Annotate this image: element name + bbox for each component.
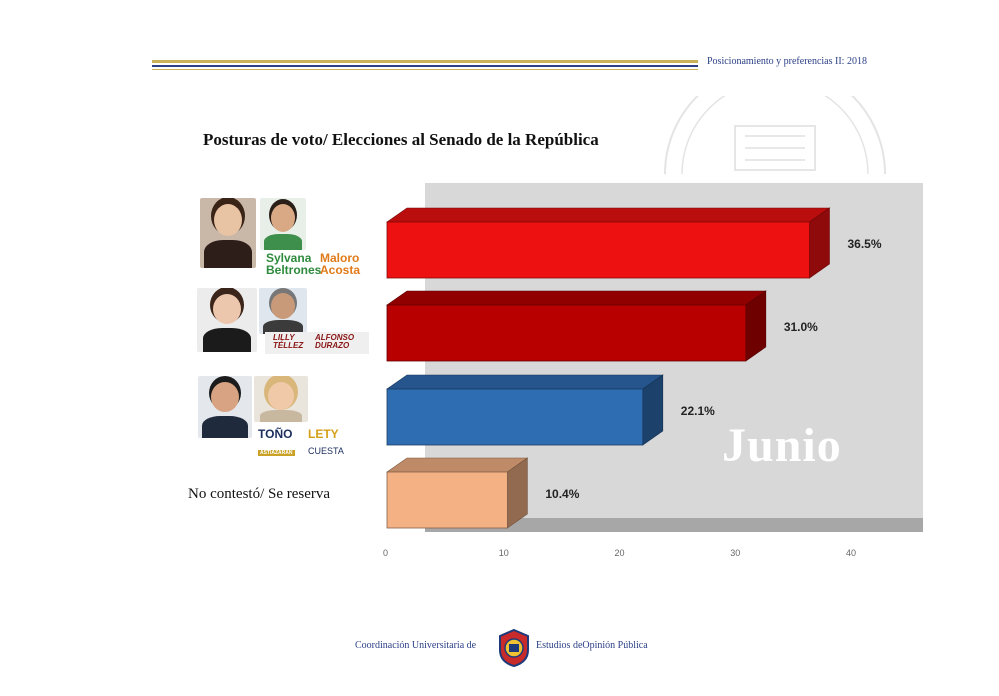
no-answer-label: No contestó/ Se reserva: [188, 486, 331, 502]
value-label-3: 10.4%: [545, 487, 579, 501]
candidate-name-2c: ALFONSO: [315, 333, 355, 342]
candidate-name-2a: LILLY: [273, 333, 295, 342]
candidate-name-1a: Sylvana: [266, 251, 312, 265]
candidates-pair-3: TOÑO ASTIAZARÁN LETY CUESTA: [198, 376, 358, 456]
candidate-name-1b: Beltrones: [266, 263, 322, 277]
candidate-photo-tono: [198, 376, 252, 438]
candidate-name-1c: Maloro: [320, 251, 360, 265]
candidate-name-3b: ASTIAZARÁN: [258, 450, 295, 456]
value-label-0: 36.5%: [847, 237, 881, 251]
chart-title: Posturas de voto/ Elecciones al Senado d…: [203, 130, 599, 149]
candidate-name-3d: CUESTA: [308, 446, 344, 456]
plot-floor: [425, 518, 923, 532]
month-watermark: Junio: [722, 419, 842, 472]
candidate-photo-alfonso: [259, 288, 307, 334]
bar-top-2: [386, 374, 664, 390]
header-rule-gold-thin: [152, 69, 698, 70]
value-label-1: 31.0%: [784, 320, 818, 334]
footer-left-text: Coordinación Universitaria de: [355, 640, 477, 651]
report-label: Posicionamiento y preferencias II: 2018: [707, 56, 867, 67]
bar-top-0: [386, 207, 831, 223]
candidate-photo-sylvana: [200, 198, 256, 268]
candidates-pair-1: Sylvana Beltrones Maloro Acosta: [200, 198, 372, 280]
candidates-pair-2: LILLY TÉLLEZ ALFONSO DURAZO: [197, 288, 369, 356]
header-rule-blue: [152, 65, 698, 67]
bar-top-1: [386, 290, 767, 306]
candidate-name-3c: LETY: [308, 427, 339, 441]
header-rule-gold: [152, 60, 698, 63]
candidate-name-1d: Acosta: [320, 263, 361, 277]
x-tick-4: 40: [846, 548, 856, 558]
bar-top-3: [386, 457, 529, 473]
candidate-photo-maloro: [260, 198, 306, 250]
x-tick-2: 20: [615, 548, 625, 558]
candidate-name-2b: TÉLLEZ: [273, 341, 304, 350]
candidate-photo-lety: [254, 376, 308, 422]
x-tick-3: 30: [730, 548, 740, 558]
x-tick-0: 0: [383, 548, 388, 558]
candidate-name-3a: TOÑO: [258, 427, 293, 441]
value-label-2: 22.1%: [681, 404, 715, 418]
bar-1: [386, 304, 747, 362]
footer-right-text: Estudios deOpinión Pública: [536, 640, 648, 651]
bar-3: [386, 471, 508, 529]
candidate-name-2d: DURAZO: [315, 341, 350, 350]
university-logo-icon: [499, 628, 529, 668]
university-seal-watermark: [664, 96, 886, 174]
bar-0: [386, 221, 810, 279]
x-tick-1: 10: [499, 548, 509, 558]
candidate-photo-lilly: [197, 288, 257, 352]
bar-2: [386, 388, 644, 446]
